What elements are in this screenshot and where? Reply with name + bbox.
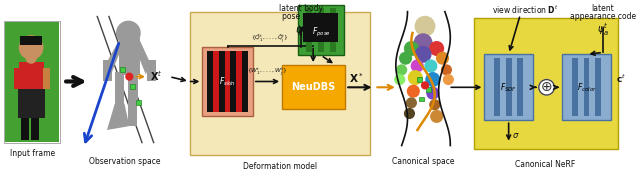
Bar	[488, 58, 529, 116]
Text: $\oplus$: $\oplus$	[540, 80, 553, 94]
Text: $\sigma$: $\sigma$	[511, 131, 519, 140]
Bar	[4, 21, 60, 143]
Bar	[417, 77, 422, 82]
Circle shape	[404, 109, 414, 118]
Text: latent: latent	[591, 4, 614, 13]
Text: $\{W_1^t,...,W_j^t\}$: $\{W_1^t,...,W_j^t\}$	[247, 66, 287, 78]
Text: appearance code: appearance code	[570, 12, 636, 21]
Bar	[318, 8, 324, 52]
Bar	[562, 54, 611, 120]
Text: $\{\hat{Q}_1^t,...,\hat{Q}_j^t\}$: $\{\hat{Q}_1^t,...,\hat{Q}_j^t\}$	[252, 32, 289, 45]
Bar	[307, 8, 312, 52]
Text: NeuDBS: NeuDBS	[292, 82, 336, 92]
Bar	[426, 87, 431, 92]
Polygon shape	[107, 41, 120, 75]
Bar	[484, 54, 533, 120]
Bar	[298, 5, 344, 55]
Circle shape	[539, 79, 554, 95]
Bar	[236, 51, 242, 112]
Polygon shape	[136, 41, 150, 75]
Bar	[31, 118, 39, 140]
Bar	[419, 96, 424, 101]
Bar	[21, 118, 29, 140]
Bar	[494, 58, 500, 116]
Circle shape	[415, 17, 435, 36]
Text: Canonical NeRF: Canonical NeRF	[515, 160, 576, 169]
Bar	[225, 51, 230, 112]
Bar	[301, 8, 341, 52]
Bar	[282, 65, 345, 109]
Text: $\psi_a^t$: $\psi_a^t$	[597, 21, 609, 38]
Circle shape	[400, 52, 412, 64]
Circle shape	[431, 111, 442, 122]
Circle shape	[436, 52, 449, 64]
Bar	[129, 102, 137, 126]
Bar	[566, 58, 607, 116]
Bar	[20, 36, 42, 45]
Circle shape	[412, 60, 423, 72]
Text: Deformation model: Deformation model	[243, 162, 317, 171]
Text: $\psi_b^t$: $\psi_b^t$	[294, 21, 308, 40]
Bar	[19, 62, 44, 89]
Circle shape	[414, 34, 432, 51]
Bar	[120, 67, 125, 72]
Circle shape	[406, 98, 416, 108]
Bar	[17, 89, 45, 118]
Bar	[202, 47, 253, 116]
Circle shape	[444, 75, 453, 84]
Text: view direction $\mathbf{D}^t$: view direction $\mathbf{D}^t$	[492, 4, 559, 16]
Bar	[213, 51, 219, 112]
Text: $F_{color}$: $F_{color}$	[577, 81, 596, 94]
Circle shape	[408, 71, 422, 84]
Circle shape	[442, 65, 451, 75]
Text: $\mathbf{X}^t$: $\mathbf{X}^t$	[150, 69, 163, 83]
Polygon shape	[107, 104, 129, 130]
Text: Input frame: Input frame	[10, 149, 54, 158]
Circle shape	[408, 85, 419, 97]
Bar	[572, 58, 578, 116]
Circle shape	[395, 75, 404, 84]
Circle shape	[426, 73, 440, 86]
Bar	[584, 58, 589, 116]
Text: $F_{SDF}$: $F_{SDF}$	[500, 81, 517, 94]
Bar	[129, 72, 138, 104]
Text: pose code: pose code	[282, 12, 321, 21]
Bar	[136, 100, 141, 105]
Text: $\mathbf{X}^*$: $\mathbf{X}^*$	[349, 72, 364, 85]
Circle shape	[26, 53, 36, 63]
Bar	[103, 60, 112, 82]
Bar	[303, 13, 339, 42]
Bar	[189, 12, 369, 155]
Text: Observation space: Observation space	[89, 157, 160, 166]
Circle shape	[19, 36, 43, 59]
Text: latent body: latent body	[280, 4, 323, 13]
Bar	[517, 58, 524, 116]
Bar	[118, 38, 140, 75]
Bar	[474, 18, 618, 149]
Circle shape	[404, 42, 418, 55]
Bar	[147, 60, 156, 82]
Bar	[43, 68, 50, 89]
Circle shape	[427, 87, 438, 99]
Bar	[115, 72, 125, 104]
Circle shape	[397, 65, 406, 75]
Circle shape	[425, 60, 436, 72]
Bar	[506, 58, 511, 116]
Circle shape	[116, 21, 140, 45]
Text: $F_{pose}$: $F_{pose}$	[312, 25, 330, 39]
Bar	[13, 68, 20, 89]
Circle shape	[415, 47, 431, 62]
Text: Canonical space: Canonical space	[392, 157, 454, 166]
Circle shape	[126, 73, 132, 80]
Bar	[330, 8, 335, 52]
Text: $\mathbf{c}^t$: $\mathbf{c}^t$	[616, 73, 626, 85]
Circle shape	[422, 82, 428, 89]
Bar	[595, 58, 601, 116]
Circle shape	[430, 100, 440, 110]
Bar	[130, 84, 134, 89]
Circle shape	[430, 42, 444, 55]
Text: $F_{skin}$: $F_{skin}$	[219, 75, 236, 88]
Bar	[207, 51, 248, 112]
Bar	[5, 22, 60, 142]
